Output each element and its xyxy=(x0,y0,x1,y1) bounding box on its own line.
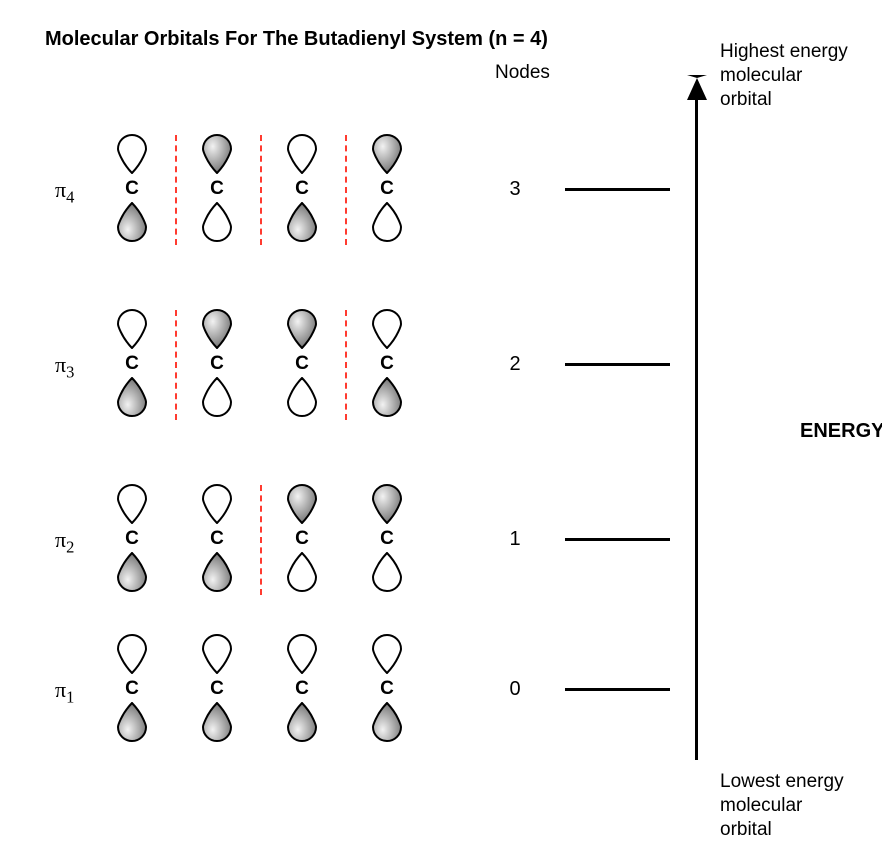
lobe-empty xyxy=(117,309,147,349)
nodal-plane xyxy=(175,135,177,245)
lobe-shaded xyxy=(117,552,147,592)
nodal-plane xyxy=(345,310,347,420)
lobe-shaded xyxy=(287,484,317,524)
mo-diagram-canvas: Molecular Orbitals For The Butadienyl Sy… xyxy=(0,0,882,854)
lobe-shaded xyxy=(287,702,317,742)
node-count-pi1: 0 xyxy=(505,678,525,701)
pi-label-pi3: π3 xyxy=(55,352,74,382)
lobe-shaded xyxy=(202,702,232,742)
lobe-empty xyxy=(287,134,317,174)
lobe-empty xyxy=(372,634,402,674)
carbon-label: C xyxy=(117,528,147,550)
lobe-shaded xyxy=(372,702,402,742)
lobe-empty xyxy=(117,634,147,674)
nodal-plane xyxy=(345,135,347,245)
lobe-shaded xyxy=(372,377,402,417)
lobe-shaded xyxy=(202,552,232,592)
carbon-label: C xyxy=(287,678,317,700)
lobe-empty xyxy=(202,484,232,524)
carbon-label: C xyxy=(372,178,402,200)
lobe-empty xyxy=(287,552,317,592)
carbon-label: C xyxy=(372,353,402,375)
lobe-empty xyxy=(202,377,232,417)
lobe-shaded xyxy=(287,309,317,349)
energy-arrow-shaft xyxy=(695,95,698,760)
lobe-empty xyxy=(202,202,232,242)
nodal-plane xyxy=(260,135,262,245)
lobe-empty xyxy=(287,377,317,417)
nodes-header: Nodes xyxy=(495,62,550,84)
carbon-label: C xyxy=(372,528,402,550)
lobe-shaded xyxy=(117,377,147,417)
carbon-label: C xyxy=(117,678,147,700)
lobe-shaded xyxy=(117,202,147,242)
energy-level-pi3 xyxy=(565,363,670,366)
node-count-pi3: 2 xyxy=(505,353,525,376)
node-count-pi4: 3 xyxy=(505,178,525,201)
pi-label-pi1: π1 xyxy=(55,677,74,707)
carbon-label: C xyxy=(202,678,232,700)
pi-label-pi4: π4 xyxy=(55,177,74,207)
carbon-label: C xyxy=(372,678,402,700)
lobe-empty xyxy=(372,202,402,242)
lobe-shaded xyxy=(202,309,232,349)
node-count-pi2: 1 xyxy=(505,528,525,551)
nodal-plane xyxy=(175,310,177,420)
carbon-label: C xyxy=(287,353,317,375)
lobe-empty xyxy=(287,634,317,674)
energy-arrow-head xyxy=(687,75,707,100)
lobe-empty xyxy=(372,309,402,349)
lobe-shaded xyxy=(372,484,402,524)
lobe-shaded xyxy=(117,702,147,742)
lobe-empty xyxy=(202,634,232,674)
lobe-empty xyxy=(117,484,147,524)
lobe-shaded xyxy=(287,202,317,242)
lowest-energy-label: Lowest energy molecular orbital xyxy=(720,770,844,841)
lobe-empty xyxy=(117,134,147,174)
carbon-label: C xyxy=(202,178,232,200)
carbon-label: C xyxy=(202,528,232,550)
energy-level-pi4 xyxy=(565,188,670,191)
lobe-empty xyxy=(372,552,402,592)
lobe-shaded xyxy=(372,134,402,174)
carbon-label: C xyxy=(117,353,147,375)
highest-energy-label: Highest energy molecular orbital xyxy=(720,40,848,111)
energy-axis-label: ENERGY xyxy=(800,420,882,443)
pi-label-pi2: π2 xyxy=(55,527,74,557)
diagram-title: Molecular Orbitals For The Butadienyl Sy… xyxy=(45,28,548,51)
carbon-label: C xyxy=(287,528,317,550)
carbon-label: C xyxy=(117,178,147,200)
carbon-label: C xyxy=(202,353,232,375)
lobe-shaded xyxy=(202,134,232,174)
energy-level-pi2 xyxy=(565,538,670,541)
carbon-label: C xyxy=(287,178,317,200)
energy-level-pi1 xyxy=(565,688,670,691)
nodal-plane xyxy=(260,485,262,595)
